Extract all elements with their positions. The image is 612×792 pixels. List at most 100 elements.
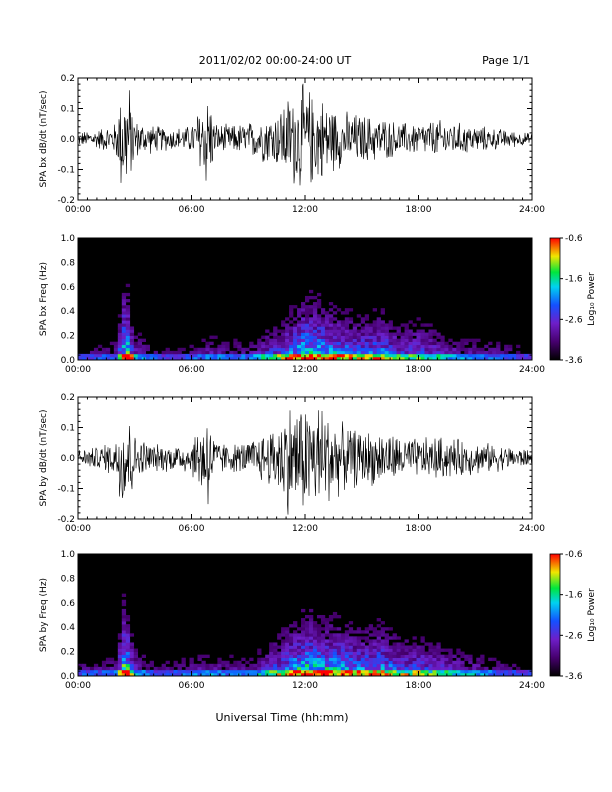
spectrogram-cell xyxy=(297,627,302,631)
spectrogram-cell xyxy=(476,338,481,342)
spectrogram-cell xyxy=(468,660,473,665)
spectrogram-cell xyxy=(448,663,453,668)
spectrogram-cell xyxy=(472,672,477,677)
spectrogram-cell xyxy=(121,314,127,318)
spectrogram-cell xyxy=(165,356,170,361)
spectrogram-cell xyxy=(129,651,135,655)
spectrogram-cell xyxy=(97,669,103,674)
spectrogram-cell xyxy=(261,353,266,358)
spectrogram-cell xyxy=(360,630,366,634)
spectrogram-cell xyxy=(344,329,350,333)
spectrogram-cell xyxy=(109,341,115,346)
spectrogram-cell xyxy=(408,672,413,677)
y-tick-label: 0.2 xyxy=(61,393,75,403)
spectrogram-cell xyxy=(121,624,127,628)
spectrogram-cell xyxy=(408,660,413,665)
spectrogram-cell xyxy=(289,657,294,662)
spectrogram-cell xyxy=(432,672,437,677)
spectrogram-cell xyxy=(197,654,202,658)
spectrogram-cell xyxy=(496,350,501,355)
spectrogram-cell xyxy=(328,347,334,352)
spectrogram-cell xyxy=(336,627,342,631)
spectrogram-cell xyxy=(125,305,131,309)
spectrogram-cell xyxy=(384,651,389,655)
spectrogram-cell xyxy=(328,648,334,652)
spectrogram-cell xyxy=(468,350,473,355)
spectrogram-cell xyxy=(484,344,489,349)
spectrogram-cell xyxy=(376,630,381,634)
spectrogram-cell xyxy=(289,305,294,309)
spectrogram-cell xyxy=(464,666,469,671)
y-tick-label: 1.0 xyxy=(61,550,76,560)
x-tick-label: 24:00 xyxy=(519,681,545,691)
spectrogram-cell xyxy=(524,356,529,361)
spectrogram-cell xyxy=(125,317,131,321)
spectrogram-cell xyxy=(289,308,294,312)
spectrogram-cell xyxy=(356,323,362,327)
spectrogram-cell xyxy=(301,663,306,668)
spectrogram-cell xyxy=(424,323,429,327)
spectrogram-cell xyxy=(336,642,342,646)
spectrogram-cell xyxy=(348,320,354,324)
spectrogram-cell xyxy=(320,338,326,342)
spectrogram-cell xyxy=(368,353,373,358)
spectrogram-cell xyxy=(285,347,290,352)
spectrogram-cell xyxy=(237,341,242,346)
spectrogram-cell xyxy=(460,672,465,677)
spectrogram-cell xyxy=(500,353,505,358)
spectrogram-cell xyxy=(388,645,393,649)
spectrogram-cell xyxy=(460,347,465,352)
spectrogram-cell xyxy=(297,648,302,652)
spectrogram-cell xyxy=(165,672,170,677)
spectrogram-cell xyxy=(348,335,354,339)
spectrogram-cell xyxy=(384,329,389,333)
spectrogram-cell xyxy=(344,326,350,330)
spectrogram-cell xyxy=(85,356,91,361)
spectrogram-cell xyxy=(312,353,318,358)
spectrogram-cell xyxy=(141,353,146,358)
spectrogram-cell xyxy=(301,329,306,333)
spectrogram-cell xyxy=(265,669,270,674)
spectrogram-cell xyxy=(81,353,87,358)
spectrogram-cell xyxy=(404,669,409,674)
spectrogram-cell xyxy=(432,648,437,652)
spectrogram-cell xyxy=(277,344,282,349)
spectrogram-cell xyxy=(125,660,131,665)
spectrogram-cell xyxy=(308,341,314,346)
spectrogram-cell xyxy=(277,353,282,358)
spectrogram-cell xyxy=(320,311,326,315)
spectrogram-cell xyxy=(432,356,437,361)
spectrogram-cell xyxy=(129,642,135,646)
spectrogram-cell xyxy=(380,648,385,652)
spectrogram-cell xyxy=(305,615,310,619)
spectrogram-cell xyxy=(308,353,314,358)
spectrogram-cell xyxy=(117,326,123,330)
spectrogram-cell xyxy=(452,654,457,658)
colorbar-tick-label: -0.6 xyxy=(565,234,583,244)
spectrogram-cell xyxy=(328,627,334,631)
spectrogram-cell xyxy=(161,666,166,671)
spectrogram-cell xyxy=(241,353,246,358)
spectrogram-cell xyxy=(400,338,405,342)
spectrogram-cell xyxy=(241,669,246,674)
spectrogram-cell xyxy=(344,633,350,637)
spectrogram-cell xyxy=(121,332,127,336)
spectrogram-cell xyxy=(348,338,354,342)
spectrogram-cell xyxy=(285,654,290,658)
spectrogram-cell xyxy=(297,663,302,668)
spectrogram-cell xyxy=(125,645,131,649)
spectrogram-cell xyxy=(372,630,377,634)
spectrogram-cell xyxy=(424,344,429,349)
spectrogram-cell xyxy=(181,669,186,674)
spectrogram-cell xyxy=(388,651,393,655)
spectrogram-cell xyxy=(384,648,389,652)
spectrogram-cell xyxy=(380,344,385,349)
spectrogram-cell xyxy=(328,663,334,668)
spectrogram-cell xyxy=(480,350,485,355)
spectrogram-cell xyxy=(420,332,425,336)
spectrogram-cell xyxy=(129,329,135,333)
spectrogram-cell xyxy=(145,666,150,671)
spectrogram-cell xyxy=(360,660,366,665)
spectrogram-cell xyxy=(277,669,282,674)
spectrogram-cell xyxy=(408,663,413,668)
